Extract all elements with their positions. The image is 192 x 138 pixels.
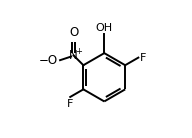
Text: O: O <box>69 26 78 39</box>
Text: −O: −O <box>39 54 58 67</box>
Text: +: + <box>75 47 82 56</box>
Text: N: N <box>69 49 78 62</box>
Text: F: F <box>140 53 146 63</box>
Text: F: F <box>67 99 73 109</box>
Text: OH: OH <box>96 23 113 33</box>
